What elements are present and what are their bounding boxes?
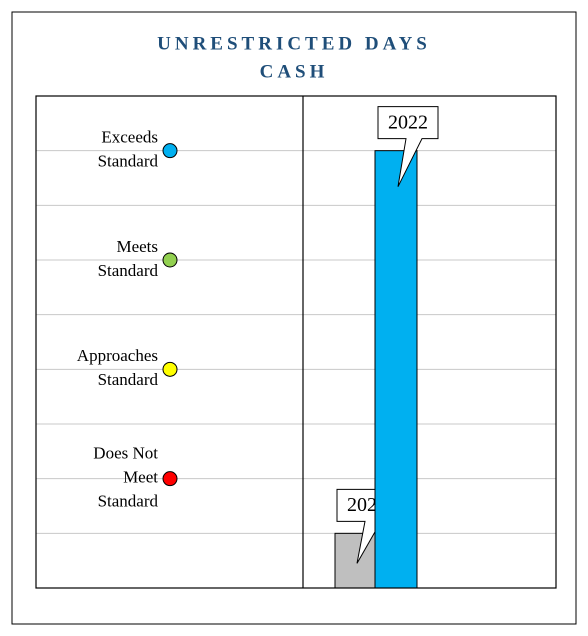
plot-frame	[35, 95, 557, 589]
level-label: Meet	[123, 468, 158, 487]
level-label: Standard	[98, 370, 159, 389]
level-label: Standard	[98, 152, 159, 171]
callout	[377, 106, 439, 187]
level-dot	[162, 252, 178, 268]
outer-frame	[11, 11, 577, 625]
level-label: Does Not	[93, 444, 158, 463]
level-dot	[162, 143, 178, 159]
level-label: Approaches	[77, 346, 158, 365]
bar-label: 2022	[388, 111, 428, 133]
level-label: Exceeds	[101, 128, 158, 147]
level-label: Standard	[98, 261, 159, 280]
chart-title: UNRESTRICTED DAYS	[157, 33, 431, 54]
level-dot	[162, 471, 178, 487]
level-label: Standard	[98, 492, 159, 511]
chart-title: CASH	[260, 61, 329, 82]
bar	[374, 150, 418, 589]
level-label: Meets	[116, 237, 158, 256]
level-dot	[162, 361, 178, 377]
